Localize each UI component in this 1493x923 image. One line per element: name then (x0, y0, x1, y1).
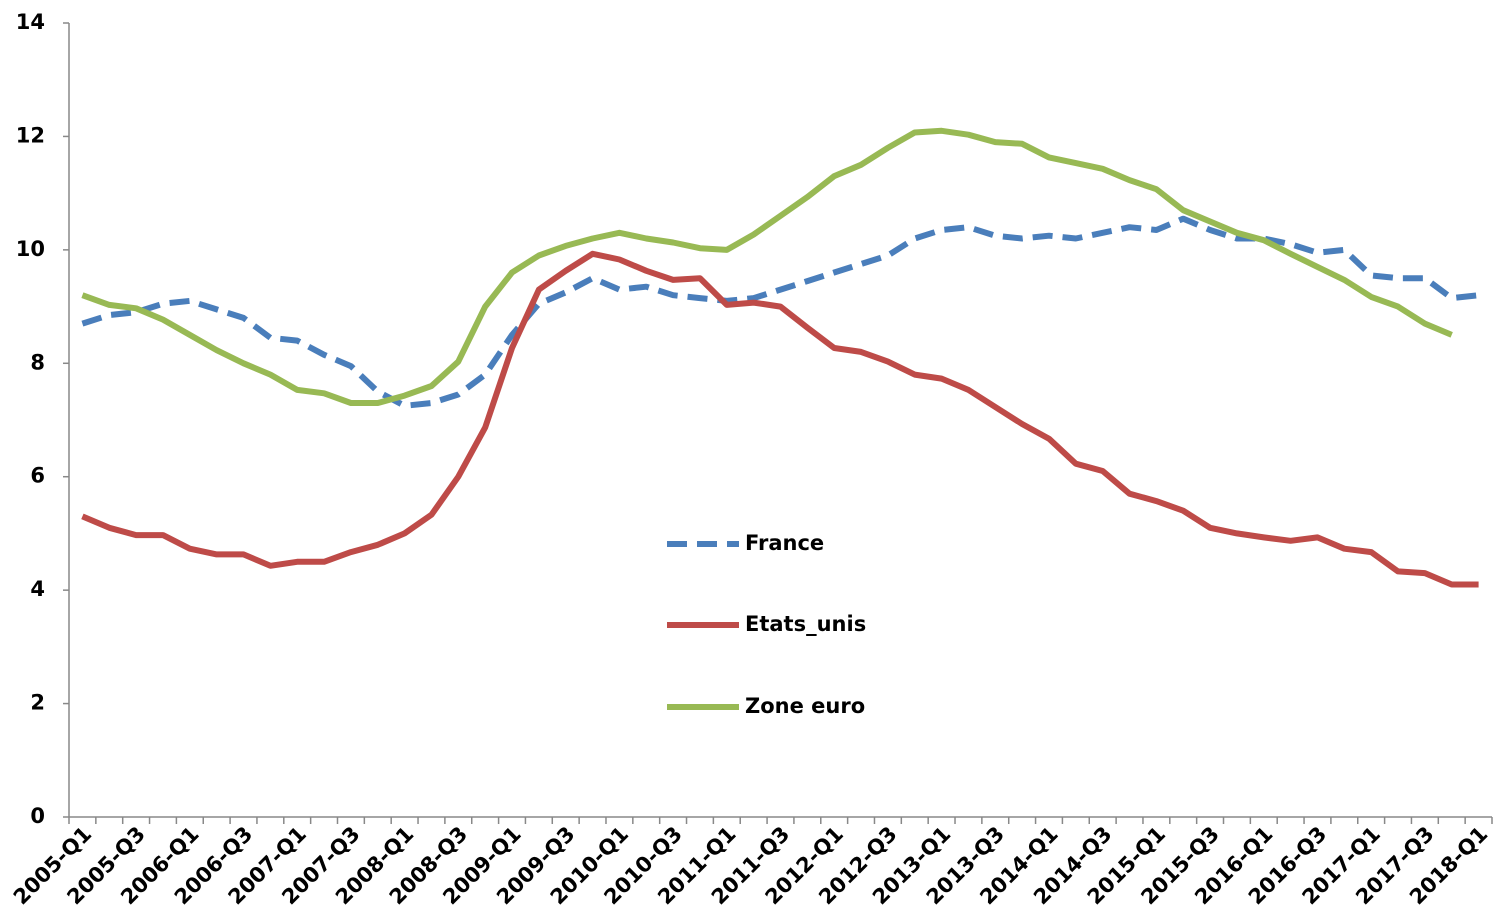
y-tick-label: 8 (30, 350, 45, 374)
y-tick-label: 4 (30, 577, 45, 601)
legend-label: Zone euro (745, 694, 865, 718)
y-tick-label: 2 (30, 691, 45, 715)
y-tick-label: 10 (16, 237, 45, 261)
legend-label: Etats_unis (745, 612, 866, 636)
y-tick-label: 12 (16, 123, 45, 147)
series-line (81, 215, 1479, 409)
series-line (81, 250, 1479, 588)
series-line (81, 127, 1453, 406)
legend-label: France (745, 531, 824, 555)
y-tick-label: 0 (30, 804, 45, 828)
y-tick-label: 14 (16, 10, 45, 34)
y-tick-label: 6 (30, 464, 45, 488)
